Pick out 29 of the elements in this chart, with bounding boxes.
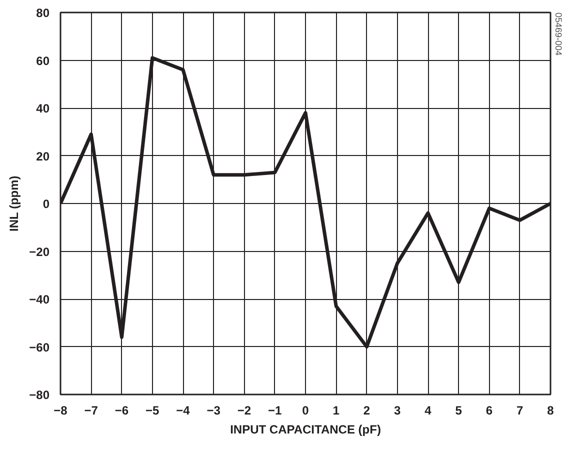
x-tick-label: 6: [486, 404, 493, 418]
x-tick-label: 7: [516, 404, 524, 418]
y-tick-label: 80: [36, 6, 50, 20]
x-tick-label: −4: [176, 404, 190, 418]
x-tick-label: 5: [455, 404, 462, 418]
y-tick-label: 40: [36, 102, 50, 116]
x-axis-title: INPUT CAPACITANCE (pF): [230, 422, 381, 436]
x-tick-label: −8: [54, 404, 68, 418]
x-tick-label: −7: [84, 404, 98, 418]
y-tick-label: 0: [42, 197, 50, 211]
y-tick-label: −20: [29, 244, 50, 259]
x-tick-label: −5: [146, 404, 160, 418]
x-tick-label: −3: [206, 404, 221, 418]
x-tick-label: −1: [268, 404, 282, 418]
y-tick-label: −60: [29, 340, 50, 354]
x-tick-label: 2: [363, 404, 370, 418]
x-tick-label: −2: [237, 404, 252, 418]
text: 05469-004: [554, 12, 564, 56]
x-tick-label: −6: [114, 404, 129, 418]
y-tick-label: 20: [36, 149, 50, 164]
x-tick-label: 8: [547, 404, 554, 418]
y-tick-label: −40: [29, 292, 50, 306]
y-tick-label: 60: [36, 54, 50, 68]
x-tick-label: 1: [332, 404, 340, 418]
x-tick-label: 0: [302, 404, 310, 418]
x-tick-label: 4: [424, 404, 432, 418]
y-tick-label: −80: [29, 388, 50, 402]
x-tick-label: 3: [394, 404, 402, 418]
y-axis-title: INL (ppm): [7, 176, 22, 232]
